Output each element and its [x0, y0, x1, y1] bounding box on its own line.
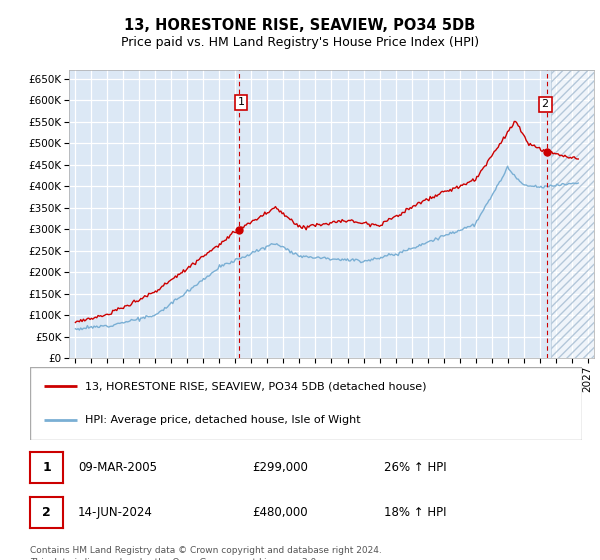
Text: 18% ↑ HPI: 18% ↑ HPI	[384, 506, 446, 519]
Text: 26% ↑ HPI: 26% ↑ HPI	[384, 461, 446, 474]
Text: 2: 2	[542, 100, 549, 109]
Text: 1: 1	[238, 97, 244, 108]
Text: 2: 2	[42, 506, 51, 519]
Text: HPI: Average price, detached house, Isle of Wight: HPI: Average price, detached house, Isle…	[85, 415, 361, 425]
Text: 13, HORESTONE RISE, SEAVIEW, PO34 5DB (detached house): 13, HORESTONE RISE, SEAVIEW, PO34 5DB (d…	[85, 381, 427, 391]
Text: 09-MAR-2005: 09-MAR-2005	[78, 461, 157, 474]
Text: 13, HORESTONE RISE, SEAVIEW, PO34 5DB: 13, HORESTONE RISE, SEAVIEW, PO34 5DB	[124, 18, 476, 32]
Text: £480,000: £480,000	[252, 506, 308, 519]
Text: Price paid vs. HM Land Registry's House Price Index (HPI): Price paid vs. HM Land Registry's House …	[121, 36, 479, 49]
Text: 14-JUN-2024: 14-JUN-2024	[78, 506, 153, 519]
Text: 1: 1	[42, 461, 51, 474]
Text: £299,000: £299,000	[252, 461, 308, 474]
Text: Contains HM Land Registry data © Crown copyright and database right 2024.
This d: Contains HM Land Registry data © Crown c…	[30, 546, 382, 560]
